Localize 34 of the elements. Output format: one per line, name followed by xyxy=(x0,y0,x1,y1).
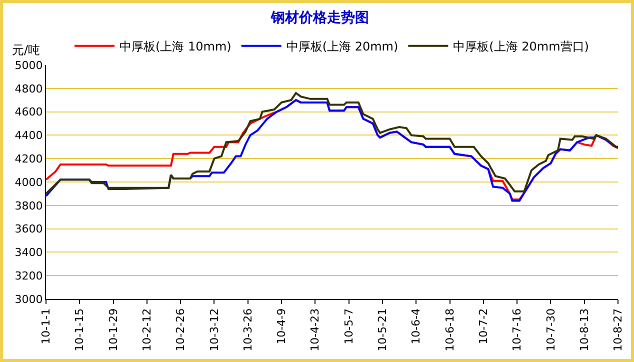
x-tick-label: 10-8-13 xyxy=(578,308,591,352)
x-tick-label: 10-1-1 xyxy=(40,308,53,344)
chart-title: 钢材价格走势图 xyxy=(270,10,369,26)
y-tick-label: 3400 xyxy=(14,246,43,260)
x-tick-label: 10-1-15 xyxy=(73,308,86,352)
x-tick-label: 10-1-29 xyxy=(106,308,120,352)
x-tick-label: 10-2-12 xyxy=(140,308,154,352)
x-tick-label: 10-3-12 xyxy=(208,308,221,352)
legend-label: 中厚板(上海 20mm营口) xyxy=(453,40,589,54)
y-tick-label: 3600 xyxy=(14,222,43,236)
x-tick-label: 10-5-7 xyxy=(342,308,356,344)
y-tick-label: 3000 xyxy=(14,292,43,306)
x-tick-label: 10-7-16 xyxy=(510,308,524,352)
legend-label: 中厚板(上海 20mm) xyxy=(286,40,398,54)
x-tick-label: 10-7-2 xyxy=(476,308,490,344)
x-tick-label: 10-6-18 xyxy=(443,308,456,352)
y-tick-label: 3800 xyxy=(14,199,43,212)
y-axis-title: 元/吨 xyxy=(12,43,40,57)
x-tick-label: 10-8-27 xyxy=(612,308,625,352)
y-tick-label: 4200 xyxy=(14,152,43,166)
x-tick-label: 10-7-30 xyxy=(544,308,558,352)
x-tick-label: 10-3-26 xyxy=(241,308,254,352)
x-tick-label: 10-4-9 xyxy=(275,308,288,344)
y-tick-label: 5000 xyxy=(14,58,43,72)
x-tick-label: 10-2-26 xyxy=(174,308,188,352)
y-tick-label: 4600 xyxy=(14,106,43,119)
x-tick-label: 10-5-21 xyxy=(376,308,390,352)
x-tick-label: 10-4-23 xyxy=(308,308,322,352)
y-tick-label: 4000 xyxy=(14,176,43,189)
y-tick-label: 4400 xyxy=(14,129,43,142)
legend-label: 中厚板(上海 10mm) xyxy=(120,40,232,54)
y-tick-label: 3200 xyxy=(14,269,43,282)
y-tick-label: 4800 xyxy=(14,82,43,96)
x-tick-label: 10-6-4 xyxy=(410,308,423,344)
